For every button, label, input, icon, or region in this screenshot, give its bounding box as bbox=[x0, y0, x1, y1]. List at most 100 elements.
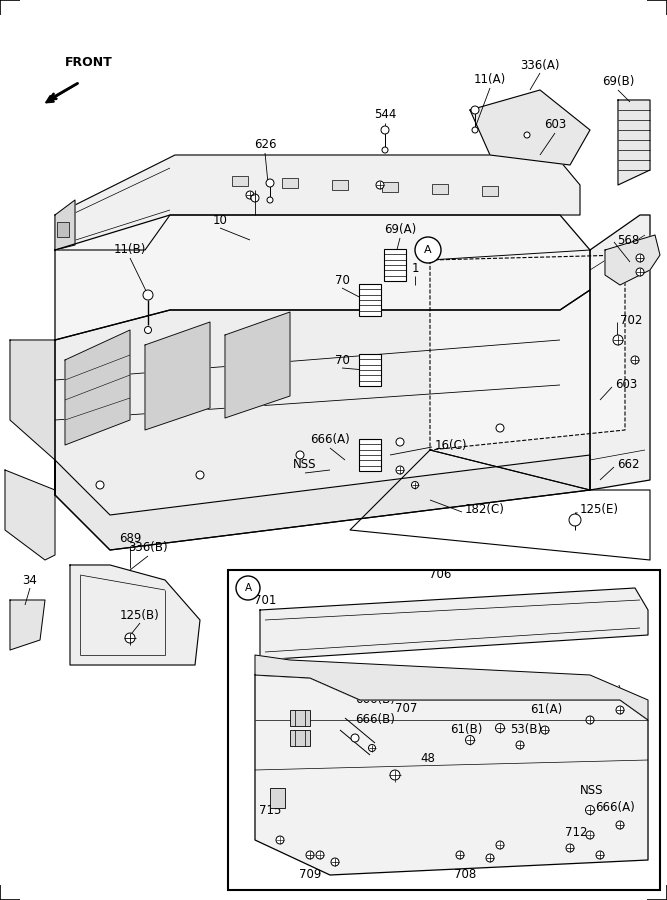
Text: NSS: NSS bbox=[580, 784, 604, 796]
Text: 182(C): 182(C) bbox=[465, 503, 505, 517]
Text: 53(A): 53(A) bbox=[590, 686, 622, 698]
Circle shape bbox=[196, 471, 204, 479]
Circle shape bbox=[569, 514, 581, 526]
Circle shape bbox=[456, 851, 464, 859]
Circle shape bbox=[496, 724, 504, 733]
Text: 666(B): 666(B) bbox=[355, 694, 395, 706]
Text: A: A bbox=[424, 245, 432, 255]
Text: 715: 715 bbox=[259, 804, 281, 816]
Polygon shape bbox=[65, 330, 130, 445]
Circle shape bbox=[96, 481, 104, 489]
Circle shape bbox=[236, 576, 260, 600]
Circle shape bbox=[613, 335, 623, 345]
Polygon shape bbox=[10, 340, 55, 495]
Circle shape bbox=[616, 706, 624, 714]
Bar bbox=[290, 730, 310, 746]
Bar bbox=[57, 222, 69, 237]
Circle shape bbox=[496, 424, 504, 432]
Text: 70: 70 bbox=[335, 274, 350, 286]
Circle shape bbox=[596, 851, 604, 859]
Circle shape bbox=[472, 127, 478, 133]
Polygon shape bbox=[10, 600, 45, 650]
Text: 10: 10 bbox=[213, 213, 227, 227]
Polygon shape bbox=[255, 655, 648, 720]
Bar bbox=[232, 176, 248, 186]
Text: 626: 626 bbox=[253, 139, 276, 151]
Text: 69(A): 69(A) bbox=[384, 223, 416, 237]
Text: 34: 34 bbox=[23, 573, 37, 587]
Polygon shape bbox=[260, 588, 648, 660]
Circle shape bbox=[296, 451, 304, 459]
Circle shape bbox=[145, 327, 151, 334]
Circle shape bbox=[396, 438, 404, 446]
Circle shape bbox=[586, 806, 594, 814]
Text: 61(A): 61(A) bbox=[530, 704, 562, 716]
Circle shape bbox=[390, 770, 400, 780]
Text: 603: 603 bbox=[615, 379, 637, 392]
Bar bbox=[332, 180, 348, 190]
Text: NSS: NSS bbox=[293, 458, 317, 472]
Text: 568: 568 bbox=[617, 233, 639, 247]
Text: 69(B): 69(B) bbox=[602, 76, 634, 88]
Text: 70: 70 bbox=[335, 354, 350, 366]
Circle shape bbox=[368, 744, 376, 752]
Circle shape bbox=[636, 268, 644, 276]
Text: 712: 712 bbox=[565, 825, 588, 839]
Polygon shape bbox=[55, 455, 590, 550]
Circle shape bbox=[541, 726, 549, 734]
Circle shape bbox=[636, 254, 644, 262]
Circle shape bbox=[496, 841, 504, 849]
Text: 666(A): 666(A) bbox=[595, 802, 635, 814]
Circle shape bbox=[266, 179, 274, 187]
Circle shape bbox=[351, 734, 359, 742]
Text: A: A bbox=[244, 583, 251, 593]
Text: 666(B): 666(B) bbox=[355, 714, 395, 726]
Circle shape bbox=[486, 854, 494, 862]
Circle shape bbox=[586, 716, 594, 724]
Bar bbox=[482, 186, 498, 196]
Text: 336(B): 336(B) bbox=[128, 542, 168, 554]
Circle shape bbox=[316, 851, 324, 859]
Polygon shape bbox=[55, 290, 590, 550]
Circle shape bbox=[415, 237, 441, 263]
Circle shape bbox=[586, 831, 594, 839]
Circle shape bbox=[616, 821, 624, 829]
Bar bbox=[228, 570, 660, 890]
Circle shape bbox=[466, 735, 474, 744]
Bar bbox=[290, 710, 310, 726]
Circle shape bbox=[276, 836, 284, 844]
Text: 707: 707 bbox=[395, 701, 418, 715]
Bar bbox=[432, 184, 448, 194]
Circle shape bbox=[396, 466, 404, 474]
Polygon shape bbox=[70, 565, 200, 665]
Circle shape bbox=[566, 844, 574, 852]
Polygon shape bbox=[145, 322, 210, 430]
Circle shape bbox=[246, 191, 254, 199]
Text: 666(A): 666(A) bbox=[310, 434, 350, 446]
Polygon shape bbox=[430, 255, 625, 450]
Circle shape bbox=[631, 356, 639, 364]
Text: 1: 1 bbox=[412, 262, 419, 274]
Bar bbox=[359, 354, 381, 386]
Text: 603: 603 bbox=[544, 119, 566, 131]
Circle shape bbox=[331, 858, 339, 866]
Bar bbox=[384, 249, 406, 281]
Circle shape bbox=[125, 633, 135, 643]
Polygon shape bbox=[470, 90, 590, 165]
Polygon shape bbox=[225, 312, 290, 418]
Text: 689: 689 bbox=[119, 532, 141, 544]
Text: 53(B): 53(B) bbox=[510, 724, 542, 736]
Polygon shape bbox=[590, 215, 650, 490]
Text: 125(B): 125(B) bbox=[120, 608, 160, 622]
Text: 336(A): 336(A) bbox=[520, 58, 560, 71]
Bar bbox=[270, 788, 285, 808]
Polygon shape bbox=[605, 235, 660, 285]
Text: 11(A): 11(A) bbox=[474, 74, 506, 86]
Circle shape bbox=[251, 194, 259, 202]
Text: 11(B): 11(B) bbox=[114, 244, 146, 256]
Circle shape bbox=[382, 147, 388, 153]
Bar bbox=[382, 182, 398, 192]
Circle shape bbox=[376, 181, 384, 189]
Circle shape bbox=[381, 126, 389, 134]
Polygon shape bbox=[55, 200, 75, 250]
